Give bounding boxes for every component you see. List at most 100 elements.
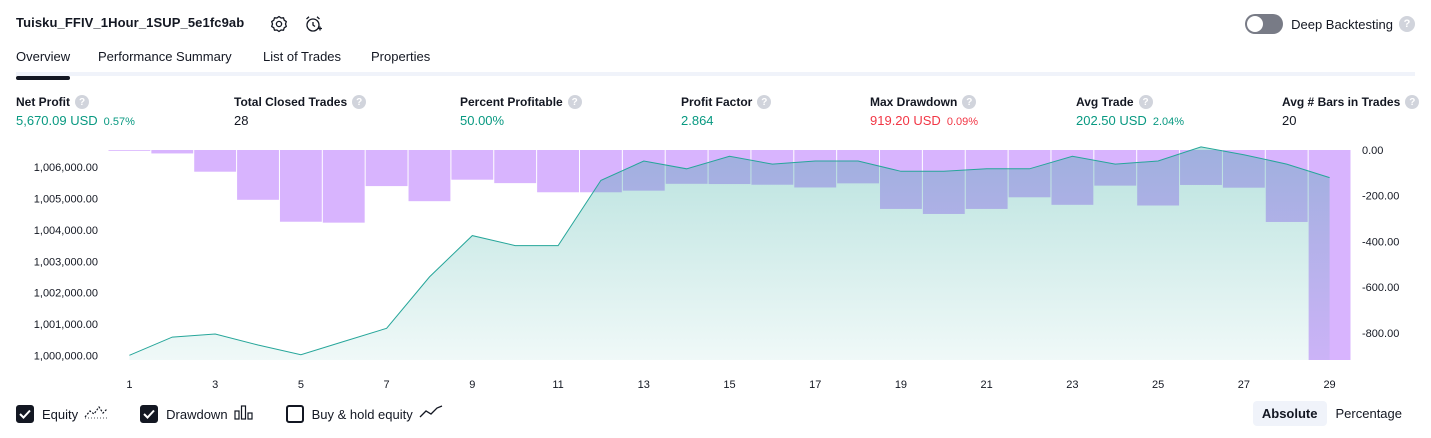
metric-value: 50.00%: [460, 113, 505, 128]
equity-line-icon: [84, 405, 108, 424]
x-tick-label: 25: [1152, 379, 1164, 391]
info-icon[interactable]: ?: [567, 95, 582, 109]
metric-avg-bars-in-trades: Avg # Bars in Trades? 20: [1282, 94, 1420, 128]
info-icon[interactable]: ?: [757, 95, 772, 109]
metric-value: 5,670.09 USD: [16, 113, 98, 128]
report-tabs: Overview Performance Summary List of Tra…: [16, 44, 1415, 80]
legend-label: Drawdown: [166, 406, 228, 422]
drawdown-bar: [537, 150, 579, 193]
metric-total-closed-trades: Total Closed Trades? 28: [234, 94, 367, 128]
equity-checkbox[interactable]: [16, 405, 34, 423]
x-tick-label: 29: [1323, 379, 1335, 391]
value-mode-switch: Absolute Percentage: [1252, 401, 1411, 426]
metric-profit-factor: Profit Factor? 2.864: [681, 94, 772, 128]
y-right-tick-label: 0.00: [1362, 145, 1383, 157]
metric-label: Avg Trade: [1076, 95, 1134, 109]
legend-drawdown[interactable]: Drawdown: [140, 404, 253, 425]
x-tick-label: 23: [1066, 379, 1078, 391]
metric-value: 20: [1282, 113, 1297, 128]
tab-properties[interactable]: Properties: [371, 49, 431, 64]
metric-label: Net Profit: [16, 95, 70, 109]
drawdown-bar: [151, 150, 194, 154]
metric-avg-trade: Avg Trade? 202.50 USD 2.04%: [1076, 94, 1184, 128]
metric-label: Percent Profitable: [460, 95, 563, 109]
gear-icon[interactable]: [268, 13, 290, 35]
buy-hold-checkbox[interactable]: [285, 405, 304, 423]
deep-backtesting-toggle[interactable]: [1245, 14, 1284, 34]
y-right-tick-label: -400.00: [1362, 236, 1399, 248]
y-left-tick-label: 1,005,000.00: [34, 194, 98, 206]
y-right-tick-label: -800.00: [1362, 328, 1399, 340]
absolute-button[interactable]: Absolute: [1252, 401, 1327, 426]
metric-label: Max Drawdown: [870, 95, 958, 109]
x-tick-label: 15: [723, 379, 735, 391]
strategy-title: Tuisku_FFIV_1Hour_1SUP_5e1fc9ab: [16, 15, 245, 30]
metric-net-profit: Net Profit? 5,670.09 USD 0.57%: [16, 94, 135, 128]
y-left-tick-label: 1,003,000.00: [34, 256, 98, 268]
info-icon[interactable]: ?: [352, 95, 367, 109]
drawdown-bar: [237, 150, 279, 200]
drawdown-bar: [108, 150, 151, 151]
legend-buy-hold-equity[interactable]: Buy & hold equity: [285, 404, 443, 424]
help-icon[interactable]: ?: [1399, 16, 1415, 32]
deep-backtesting-label: Deep Backtesting: [1291, 16, 1393, 32]
info-icon[interactable]: ?: [1405, 95, 1420, 109]
metric-max-drawdown: Max Drawdown? 919.20 USD 0.09%: [870, 94, 978, 128]
legend-equity[interactable]: Equity: [16, 405, 108, 424]
alarm-clock-add-icon[interactable]: [302, 13, 324, 35]
metric-percent-profitable: Percent Profitable? 50.00%: [460, 94, 582, 128]
drawdown-checkbox[interactable]: [140, 405, 159, 423]
metric-value: 28: [234, 113, 249, 128]
equity-line: [129, 146, 1330, 356]
y-left-tick-label: 1,004,000.00: [34, 225, 98, 237]
metric-percent: 2.04%: [1152, 116, 1185, 128]
drawdown-bar: [408, 150, 451, 202]
drawdown-bar: [194, 150, 237, 172]
metric-percent: 0.57%: [103, 116, 135, 128]
metric-label: Avg # Bars in Trades: [1282, 95, 1401, 109]
drawdown-bar: [322, 150, 365, 223]
metric-value: 2.864: [681, 113, 714, 128]
info-icon[interactable]: ?: [1138, 95, 1153, 109]
x-tick-label: 9: [469, 379, 475, 391]
deep-backtesting: Deep Backtesting ?: [1245, 12, 1415, 36]
tab-performance-summary[interactable]: Performance Summary: [98, 49, 232, 64]
x-tick-label: 21: [981, 379, 993, 391]
y-left-tick-label: 1,000,000.00: [34, 350, 98, 362]
metric-value: 202.50 USD: [1076, 113, 1147, 128]
drawdown-bars-icon: [233, 404, 254, 425]
metric-label: Total Closed Trades: [234, 95, 348, 109]
metric-label: Profit Factor: [681, 95, 753, 109]
drawdown-bar: [365, 150, 408, 187]
x-tick-label: 5: [298, 379, 304, 391]
x-tick-label: 17: [809, 379, 821, 391]
tab-overview[interactable]: Overview: [16, 49, 71, 80]
legend-label: Buy & hold equity: [311, 406, 413, 422]
info-icon[interactable]: ?: [75, 95, 89, 109]
drawdown-bar: [451, 150, 494, 180]
metric-percent: 0.09%: [946, 116, 979, 128]
x-tick-label: 13: [638, 379, 650, 391]
strategy-header: Tuisku_FFIV_1Hour_1SUP_5e1fc9ab Deep Bac…: [16, 12, 1415, 36]
x-tick-label: 1: [126, 379, 132, 391]
buy-hold-line-icon: [419, 404, 443, 424]
drawdown-bar: [494, 150, 537, 184]
chart-legend: Equity Drawdown Buy & hold equity: [16, 403, 475, 425]
x-tick-label: 7: [384, 379, 390, 391]
equity-drawdown-chart[interactable]: 1,000,000.00 1,001,000.00 1,002,000.00 1,00…: [0, 140, 1431, 398]
y-right-tick-label: -200.00: [1362, 191, 1399, 203]
x-tick-label: 27: [1238, 379, 1250, 391]
toggle-knob: [1247, 16, 1264, 32]
drawdown-bar: [279, 150, 322, 222]
x-tick-label: 11: [552, 379, 563, 391]
y-left-tick-label: 1,002,000.00: [34, 288, 98, 300]
percentage-button[interactable]: Percentage: [1335, 406, 1403, 421]
metric-value: 919.20 USD: [870, 113, 941, 128]
info-icon[interactable]: ?: [962, 95, 977, 109]
x-tick-label: 3: [212, 379, 218, 391]
x-tick-label: 19: [895, 379, 907, 391]
legend-label: Equity: [42, 406, 79, 422]
equity-area: [129, 146, 1330, 360]
tab-list-of-trades[interactable]: List of Trades: [263, 49, 342, 64]
y-right-tick-label: -600.00: [1362, 282, 1399, 294]
